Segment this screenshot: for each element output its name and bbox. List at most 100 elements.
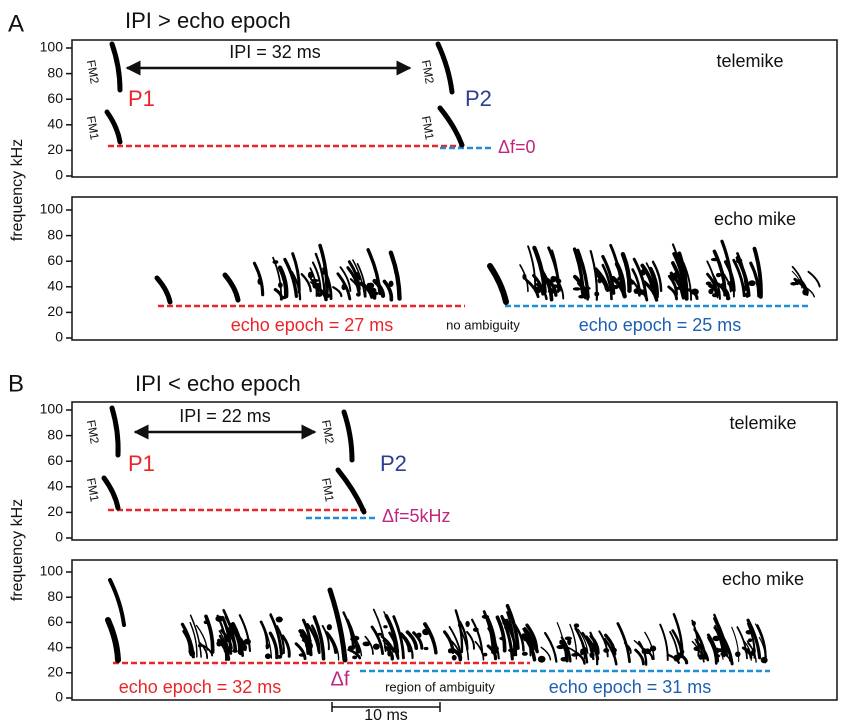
speck — [326, 624, 332, 631]
speck — [675, 654, 683, 659]
y-tick-label: 20 — [47, 503, 63, 519]
epoch-label: echo epoch = 27 ms — [231, 315, 394, 335]
call — [706, 633, 720, 663]
call — [487, 263, 509, 305]
speck — [712, 635, 721, 642]
speck — [748, 280, 756, 287]
mic-label: echo mike — [714, 209, 796, 229]
mic-label: echo mike — [722, 569, 804, 589]
call — [314, 252, 326, 296]
y-tick-label: 0 — [55, 167, 63, 183]
y-tick-label: 40 — [47, 478, 63, 494]
y-tick-label: 40 — [47, 116, 63, 132]
call — [589, 634, 600, 655]
speck — [802, 288, 809, 296]
y-tick-label: 100 — [40, 201, 64, 217]
speck — [307, 271, 314, 279]
call — [189, 614, 202, 658]
fm-label: FM2 — [319, 419, 337, 445]
call — [324, 631, 338, 654]
call — [610, 275, 627, 299]
call — [261, 620, 273, 659]
call — [576, 248, 590, 299]
call — [364, 635, 374, 655]
speck — [272, 260, 279, 265]
y-tick-label: 40 — [47, 278, 63, 294]
call — [108, 578, 126, 627]
ambiguity-label: no ambiguity — [446, 317, 520, 332]
call — [651, 260, 663, 293]
call — [281, 634, 291, 658]
panel-title: IPI > echo epoch — [125, 8, 291, 33]
speck — [276, 654, 283, 659]
call — [382, 279, 394, 302]
speck — [243, 638, 251, 645]
delta-f: Δf — [331, 668, 350, 690]
y-tick-label: 20 — [47, 303, 63, 319]
speck — [745, 630, 753, 635]
call — [559, 639, 569, 663]
speck — [708, 288, 714, 295]
speck — [745, 292, 750, 298]
call — [283, 257, 299, 298]
call — [732, 258, 746, 298]
call — [569, 623, 578, 660]
fm-label: FM1 — [419, 115, 437, 141]
speck — [794, 280, 800, 286]
call — [723, 260, 736, 293]
y-tick-label: 20 — [47, 664, 63, 680]
speck — [341, 284, 346, 291]
call — [667, 285, 678, 301]
call — [356, 262, 367, 298]
speck — [550, 275, 557, 283]
call — [659, 623, 669, 661]
speck — [521, 635, 529, 640]
call — [346, 266, 361, 293]
call — [238, 614, 252, 653]
speck — [372, 643, 380, 650]
y-tick-label: 100 — [40, 563, 64, 579]
call — [716, 282, 727, 297]
call — [620, 252, 632, 294]
delta-f: Δf=0 — [498, 137, 536, 157]
delta-f: Δf=5kHz — [382, 506, 451, 526]
call — [339, 266, 352, 292]
mic-label: telemike — [716, 51, 783, 71]
call — [527, 640, 538, 652]
fm-label: FM2 — [84, 419, 102, 445]
speck — [215, 615, 224, 622]
call — [736, 626, 748, 660]
call — [457, 624, 470, 661]
call — [666, 653, 680, 664]
speck — [324, 293, 330, 299]
speck — [354, 271, 359, 277]
speck — [298, 653, 306, 657]
call — [312, 615, 326, 661]
speck — [649, 278, 657, 285]
speck — [693, 646, 700, 652]
call — [807, 270, 821, 288]
call — [601, 263, 613, 301]
speck — [698, 654, 704, 660]
call — [399, 632, 412, 653]
y-tick-label: 100 — [40, 401, 64, 417]
call — [577, 628, 589, 655]
speck — [472, 627, 479, 632]
ipi-label: IPI = 32 ms — [229, 42, 321, 62]
call — [752, 246, 763, 299]
call — [574, 275, 586, 298]
call — [306, 623, 321, 653]
y-tick-label: 0 — [55, 329, 63, 345]
fm-label: FM1 — [319, 477, 337, 503]
speck — [416, 632, 422, 638]
speck — [451, 654, 457, 661]
speck — [362, 641, 371, 647]
speck — [760, 656, 768, 664]
call — [720, 270, 732, 293]
call — [388, 631, 400, 660]
call — [412, 631, 424, 650]
call — [523, 627, 535, 651]
speck — [264, 653, 271, 660]
call — [105, 617, 121, 663]
speck — [639, 289, 647, 296]
